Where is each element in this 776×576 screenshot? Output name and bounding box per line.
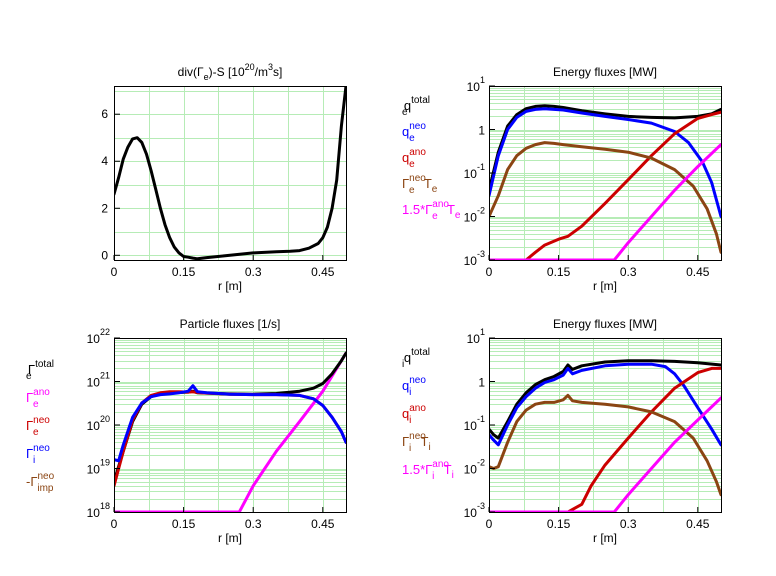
- y-tick-label: 101: [467, 75, 485, 94]
- y-tick-label: 10-3: [464, 249, 485, 268]
- plot-frame: [114, 86, 347, 261]
- legend-entry: Γneo i Ti: [402, 431, 431, 454]
- x-tick-label: 0.3: [620, 517, 637, 531]
- x-tick-label: 0.3: [620, 265, 637, 279]
- x-tick-label: 0: [486, 517, 493, 531]
- chart-panel-1: 0 0.15 0.3 0.45 r [m] 0 2 4 6 div(Γe)-S [1020/m3s…: [101, 62, 347, 293]
- x-tick-label: 0.45: [686, 265, 710, 279]
- y-tick-label: 1020: [87, 414, 110, 433]
- y-tick-label: 101: [467, 327, 485, 346]
- legend-entry: 1.5*Γano e Te: [402, 199, 461, 222]
- x-tick-label: 0: [486, 265, 493, 279]
- legend-entry: qtotal e: [402, 95, 430, 118]
- legend-entry: qneo e: [402, 121, 426, 144]
- series-line-3: [489, 366, 721, 512]
- grid: [489, 338, 721, 513]
- x-tick-label: 0.3: [245, 265, 262, 279]
- series-group: [489, 104, 721, 260]
- y-tick-label: 1: [478, 124, 485, 138]
- x-tick-label: 0.3: [245, 517, 262, 531]
- series-line-1: [114, 351, 346, 512]
- series-line-1: [489, 359, 721, 440]
- x-axis-label: r [m]: [593, 279, 617, 293]
- legend-entry: -Γneo imp: [26, 471, 55, 494]
- grid: [114, 86, 346, 260]
- chart-title: div(Γe)-S [1020/m3s]: [178, 62, 283, 82]
- legend: qtotal e qneo e qano e Γneo e Te 1.5*Γano e Te: [402, 95, 461, 222]
- y-tick-label: 10-1: [464, 162, 485, 181]
- y-tick-label: 10-2: [464, 206, 485, 225]
- series-line-1: [489, 104, 721, 192]
- series-line-4: [489, 141, 721, 254]
- legend-entry: qtotal i: [402, 347, 430, 370]
- x-axis-label: r [m]: [593, 531, 617, 545]
- legend-entry: qneo i: [402, 375, 426, 398]
- series-group: [489, 359, 721, 512]
- series-line-4: [114, 384, 346, 463]
- y-tick-label: 10-1: [464, 414, 485, 433]
- legend-entry: qano e: [402, 147, 426, 170]
- chart-panel-4: 0 0.15 0.3 0.45 r [m] 101 1 10-1 10-2 10-3 Energy …: [402, 317, 722, 545]
- y-tick-label: 1022: [87, 327, 110, 346]
- series-group: [114, 86, 346, 260]
- chart-title: Energy fluxes [MW]: [553, 65, 657, 79]
- chart-panel-3: 0 0.15 0.3 0.45 r [m] 1022 1021 1020 1019 1018 Par…: [26, 317, 347, 545]
- x-tick-label: 0.15: [172, 517, 196, 531]
- series-line-5: [489, 396, 721, 512]
- series-line-5: [489, 143, 721, 260]
- legend-entry: Γtotal e: [26, 359, 54, 382]
- x-tick-label: 0.45: [686, 517, 710, 531]
- x-tick-label: 0: [111, 265, 118, 279]
- chart-title: Particle fluxes [1/s]: [180, 317, 281, 331]
- series-line-2: [489, 107, 721, 218]
- y-tick-label: 6: [101, 107, 108, 121]
- x-tick-label: 0.15: [547, 265, 571, 279]
- x-tick-label: 0.15: [172, 265, 196, 279]
- series-line-2: [489, 362, 721, 447]
- y-tick-label: 10-2: [464, 458, 485, 477]
- series-line-3: [489, 110, 721, 260]
- y-tick-label: 1: [478, 376, 485, 390]
- series-line-4: [489, 393, 721, 497]
- legend-entry: 1.5*Γano i Ti: [402, 459, 454, 482]
- y-tick-label: 1021: [87, 371, 110, 390]
- chart-title: Energy fluxes [MW]: [553, 317, 657, 331]
- legend-entry: Γano e: [26, 387, 50, 410]
- legend: qtotal i qneo i qano i Γneo i Ti 1.5*Γano i Ti: [402, 347, 454, 482]
- series-line-2: [114, 351, 346, 484]
- y-tick-label: 1019: [87, 458, 110, 477]
- x-tick-label: 0.45: [311, 517, 335, 531]
- x-tick-label: 0: [111, 517, 118, 531]
- x-tick-label: 0.45: [311, 265, 335, 279]
- series-group: [114, 351, 346, 512]
- x-axis-label: r [m]: [218, 531, 242, 545]
- y-tick-label: 2: [101, 201, 108, 215]
- y-tick-label: 4: [101, 154, 108, 168]
- y-tick-label: 1018: [87, 501, 110, 520]
- chart-panel-2: 0 0.15 0.3 0.45 r [m] 101 1 10-1 10-2 10-3 Energy …: [402, 65, 722, 293]
- y-tick-label: 0: [101, 248, 108, 262]
- legend-entry: Γneo e: [26, 415, 50, 438]
- y-tick-label: 10-3: [464, 501, 485, 520]
- legend-entry: Γneo e Te: [402, 173, 438, 196]
- x-axis-label: r [m]: [218, 279, 242, 293]
- legend-entry: qano i: [402, 403, 426, 426]
- legend-entry: Γneo i: [26, 443, 50, 466]
- grid: [114, 338, 346, 513]
- series-line-1: [114, 86, 346, 260]
- legend: Γtotal e Γano e Γneo e Γneo i -Γneo imp: [26, 359, 55, 494]
- x-tick-label: 0.15: [547, 517, 571, 531]
